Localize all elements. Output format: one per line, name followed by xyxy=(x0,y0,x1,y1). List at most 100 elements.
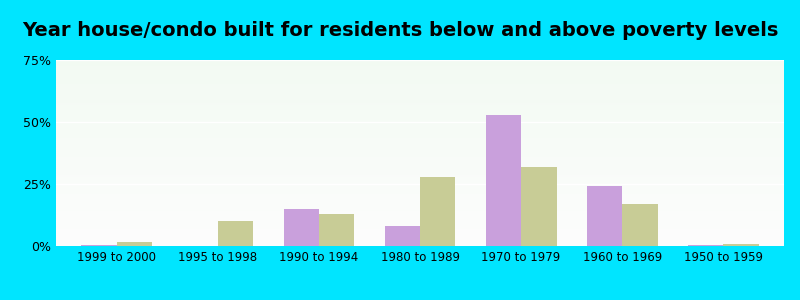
Bar xyxy=(56,103,784,105)
Bar xyxy=(56,175,784,177)
Bar xyxy=(56,194,784,196)
Bar xyxy=(56,207,784,209)
Bar xyxy=(56,218,784,220)
Bar xyxy=(56,233,784,235)
Bar xyxy=(420,177,455,246)
Bar xyxy=(56,173,784,175)
Bar xyxy=(56,82,784,84)
Bar xyxy=(56,168,784,170)
Bar xyxy=(56,190,784,192)
Bar xyxy=(56,99,784,101)
Bar xyxy=(56,114,784,116)
Bar xyxy=(56,212,784,214)
Bar xyxy=(56,127,784,129)
Bar xyxy=(82,245,117,246)
Bar xyxy=(56,110,784,112)
Bar xyxy=(56,170,784,172)
Bar xyxy=(56,101,784,103)
Bar xyxy=(385,226,420,246)
Bar xyxy=(56,205,784,207)
Bar xyxy=(56,95,784,97)
Bar xyxy=(56,69,784,71)
Bar xyxy=(56,157,784,159)
Bar xyxy=(56,68,784,69)
Bar xyxy=(56,222,784,224)
Bar xyxy=(56,105,784,106)
Bar xyxy=(56,209,784,211)
Bar xyxy=(56,64,784,66)
Bar xyxy=(622,204,658,246)
Bar xyxy=(56,146,784,147)
Bar xyxy=(486,115,521,246)
Bar xyxy=(56,187,784,188)
Bar xyxy=(56,177,784,179)
Bar xyxy=(56,188,784,190)
Bar xyxy=(56,203,784,205)
Bar xyxy=(56,214,784,216)
Bar xyxy=(56,108,784,110)
Bar xyxy=(56,62,784,64)
Bar xyxy=(56,140,784,142)
Bar xyxy=(56,149,784,151)
Bar xyxy=(56,123,784,125)
Bar xyxy=(319,214,354,246)
Bar xyxy=(56,138,784,140)
Bar xyxy=(56,211,784,212)
Bar xyxy=(56,200,784,201)
Bar xyxy=(56,88,784,90)
Bar xyxy=(56,94,784,95)
Bar xyxy=(56,229,784,231)
Bar xyxy=(56,84,784,86)
Bar xyxy=(56,237,784,239)
Bar xyxy=(56,162,784,164)
Bar xyxy=(56,238,784,240)
Bar xyxy=(56,77,784,79)
Bar xyxy=(56,144,784,146)
Text: Year house/condo built for residents below and above poverty levels: Year house/condo built for residents bel… xyxy=(22,21,778,40)
Bar xyxy=(117,242,152,246)
Bar xyxy=(56,129,784,131)
Bar xyxy=(56,244,784,246)
Bar xyxy=(56,147,784,149)
Bar xyxy=(56,106,784,108)
Bar xyxy=(56,119,784,122)
Bar xyxy=(56,164,784,166)
Bar xyxy=(56,142,784,144)
Bar xyxy=(56,231,784,233)
Bar xyxy=(56,97,784,99)
Bar xyxy=(56,92,784,94)
Bar xyxy=(56,183,784,184)
Bar xyxy=(56,192,784,194)
Bar xyxy=(56,60,784,62)
Bar xyxy=(56,159,784,161)
Bar xyxy=(56,151,784,153)
Bar xyxy=(56,198,784,200)
Bar xyxy=(56,134,784,136)
Bar xyxy=(56,133,784,134)
Bar xyxy=(56,184,784,187)
Bar xyxy=(723,244,758,246)
Bar xyxy=(56,79,784,80)
Bar xyxy=(56,220,784,222)
Bar xyxy=(56,80,784,82)
Bar xyxy=(56,160,784,162)
Bar xyxy=(283,209,319,246)
Bar xyxy=(218,221,253,246)
Bar xyxy=(56,66,784,68)
Bar xyxy=(56,166,784,168)
Bar xyxy=(56,179,784,181)
Bar xyxy=(56,136,784,138)
Bar xyxy=(56,86,784,88)
Bar xyxy=(56,226,784,227)
Bar xyxy=(56,224,784,226)
Bar xyxy=(56,235,784,237)
Bar xyxy=(56,196,784,198)
Bar xyxy=(688,245,723,246)
Bar xyxy=(56,155,784,157)
Bar xyxy=(56,122,784,123)
Bar xyxy=(56,75,784,77)
Bar xyxy=(56,71,784,73)
Bar xyxy=(56,73,784,75)
Bar xyxy=(521,167,557,246)
Bar xyxy=(56,125,784,127)
